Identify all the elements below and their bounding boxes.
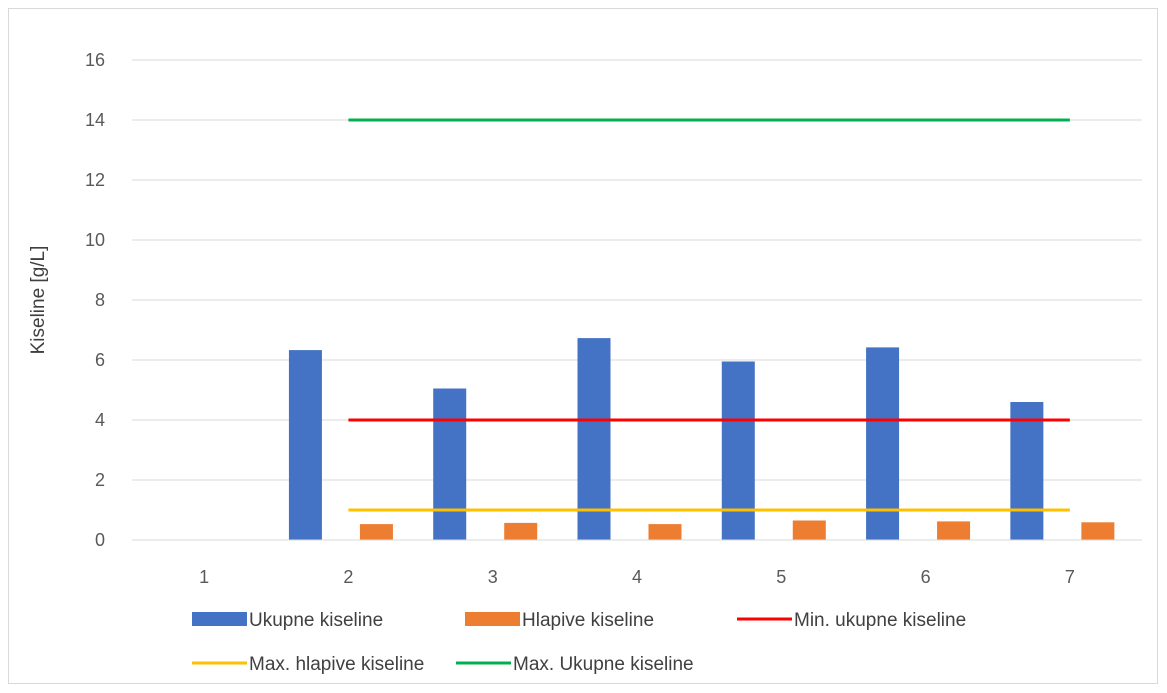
- legend-label: Min. ukupne kiseline: [794, 610, 966, 631]
- x-tick-label: 1: [199, 567, 209, 587]
- bar-ukupne-kiseline: [1010, 402, 1044, 540]
- legend: Ukupne kiseline Hlapive kiseline Min. ukup…: [192, 610, 966, 675]
- legend-label: Max. Ukupne kiseline: [513, 654, 694, 675]
- y-axis-tick-labels: 0 2 4 6 8 10 12 14 16: [85, 50, 105, 550]
- bar-hlapive-kiseline: [359, 524, 393, 540]
- bar-hlapive-kiseline: [1081, 522, 1115, 540]
- y-tick-label: 6: [95, 350, 105, 370]
- bar-ukupne-kiseline: [866, 347, 900, 540]
- bar-hlapive-kiseline: [504, 522, 538, 540]
- y-tick-label: 12: [85, 170, 105, 190]
- bar-ukupne-kiseline: [288, 350, 322, 540]
- legend-swatch: [192, 612, 247, 626]
- bar-hlapive-kiseline: [937, 521, 971, 540]
- y-tick-label: 2: [95, 470, 105, 490]
- bar-hlapive-kiseline: [648, 524, 682, 540]
- bar-ukupne-kiseline: [433, 388, 467, 540]
- gridlines: [132, 59, 1142, 481]
- x-tick-label: 3: [488, 567, 498, 587]
- bar-ukupne-kiseline: [721, 361, 755, 540]
- x-tick-label: 6: [921, 567, 931, 587]
- reference-lines: [348, 118, 1070, 512]
- y-tick-label: 10: [85, 230, 105, 250]
- legend-label: Ukupne kiseline: [249, 610, 383, 631]
- y-tick-label: 16: [85, 50, 105, 70]
- y-tick-label: 8: [95, 290, 105, 310]
- x-tick-label: 2: [343, 567, 353, 587]
- legend-label: Hlapive kiseline: [522, 610, 654, 631]
- bars: [288, 338, 1115, 540]
- y-axis-title: Kiseline [g/L]: [28, 246, 49, 355]
- legend-label: Max. hlapive kiseline: [249, 654, 424, 675]
- bar-ukupne-kiseline: [577, 338, 611, 540]
- x-tick-label: 7: [1065, 567, 1075, 587]
- y-tick-label: 4: [95, 410, 105, 430]
- x-tick-label: 4: [632, 567, 642, 587]
- x-axis-tick-labels: 1 2 3 4 5 6 7: [199, 567, 1075, 587]
- legend-swatch: [465, 612, 520, 626]
- bar-hlapive-kiseline: [792, 520, 826, 540]
- y-tick-label: 14: [85, 110, 105, 130]
- y-tick-label: 0: [95, 530, 105, 550]
- x-tick-label: 5: [776, 567, 786, 587]
